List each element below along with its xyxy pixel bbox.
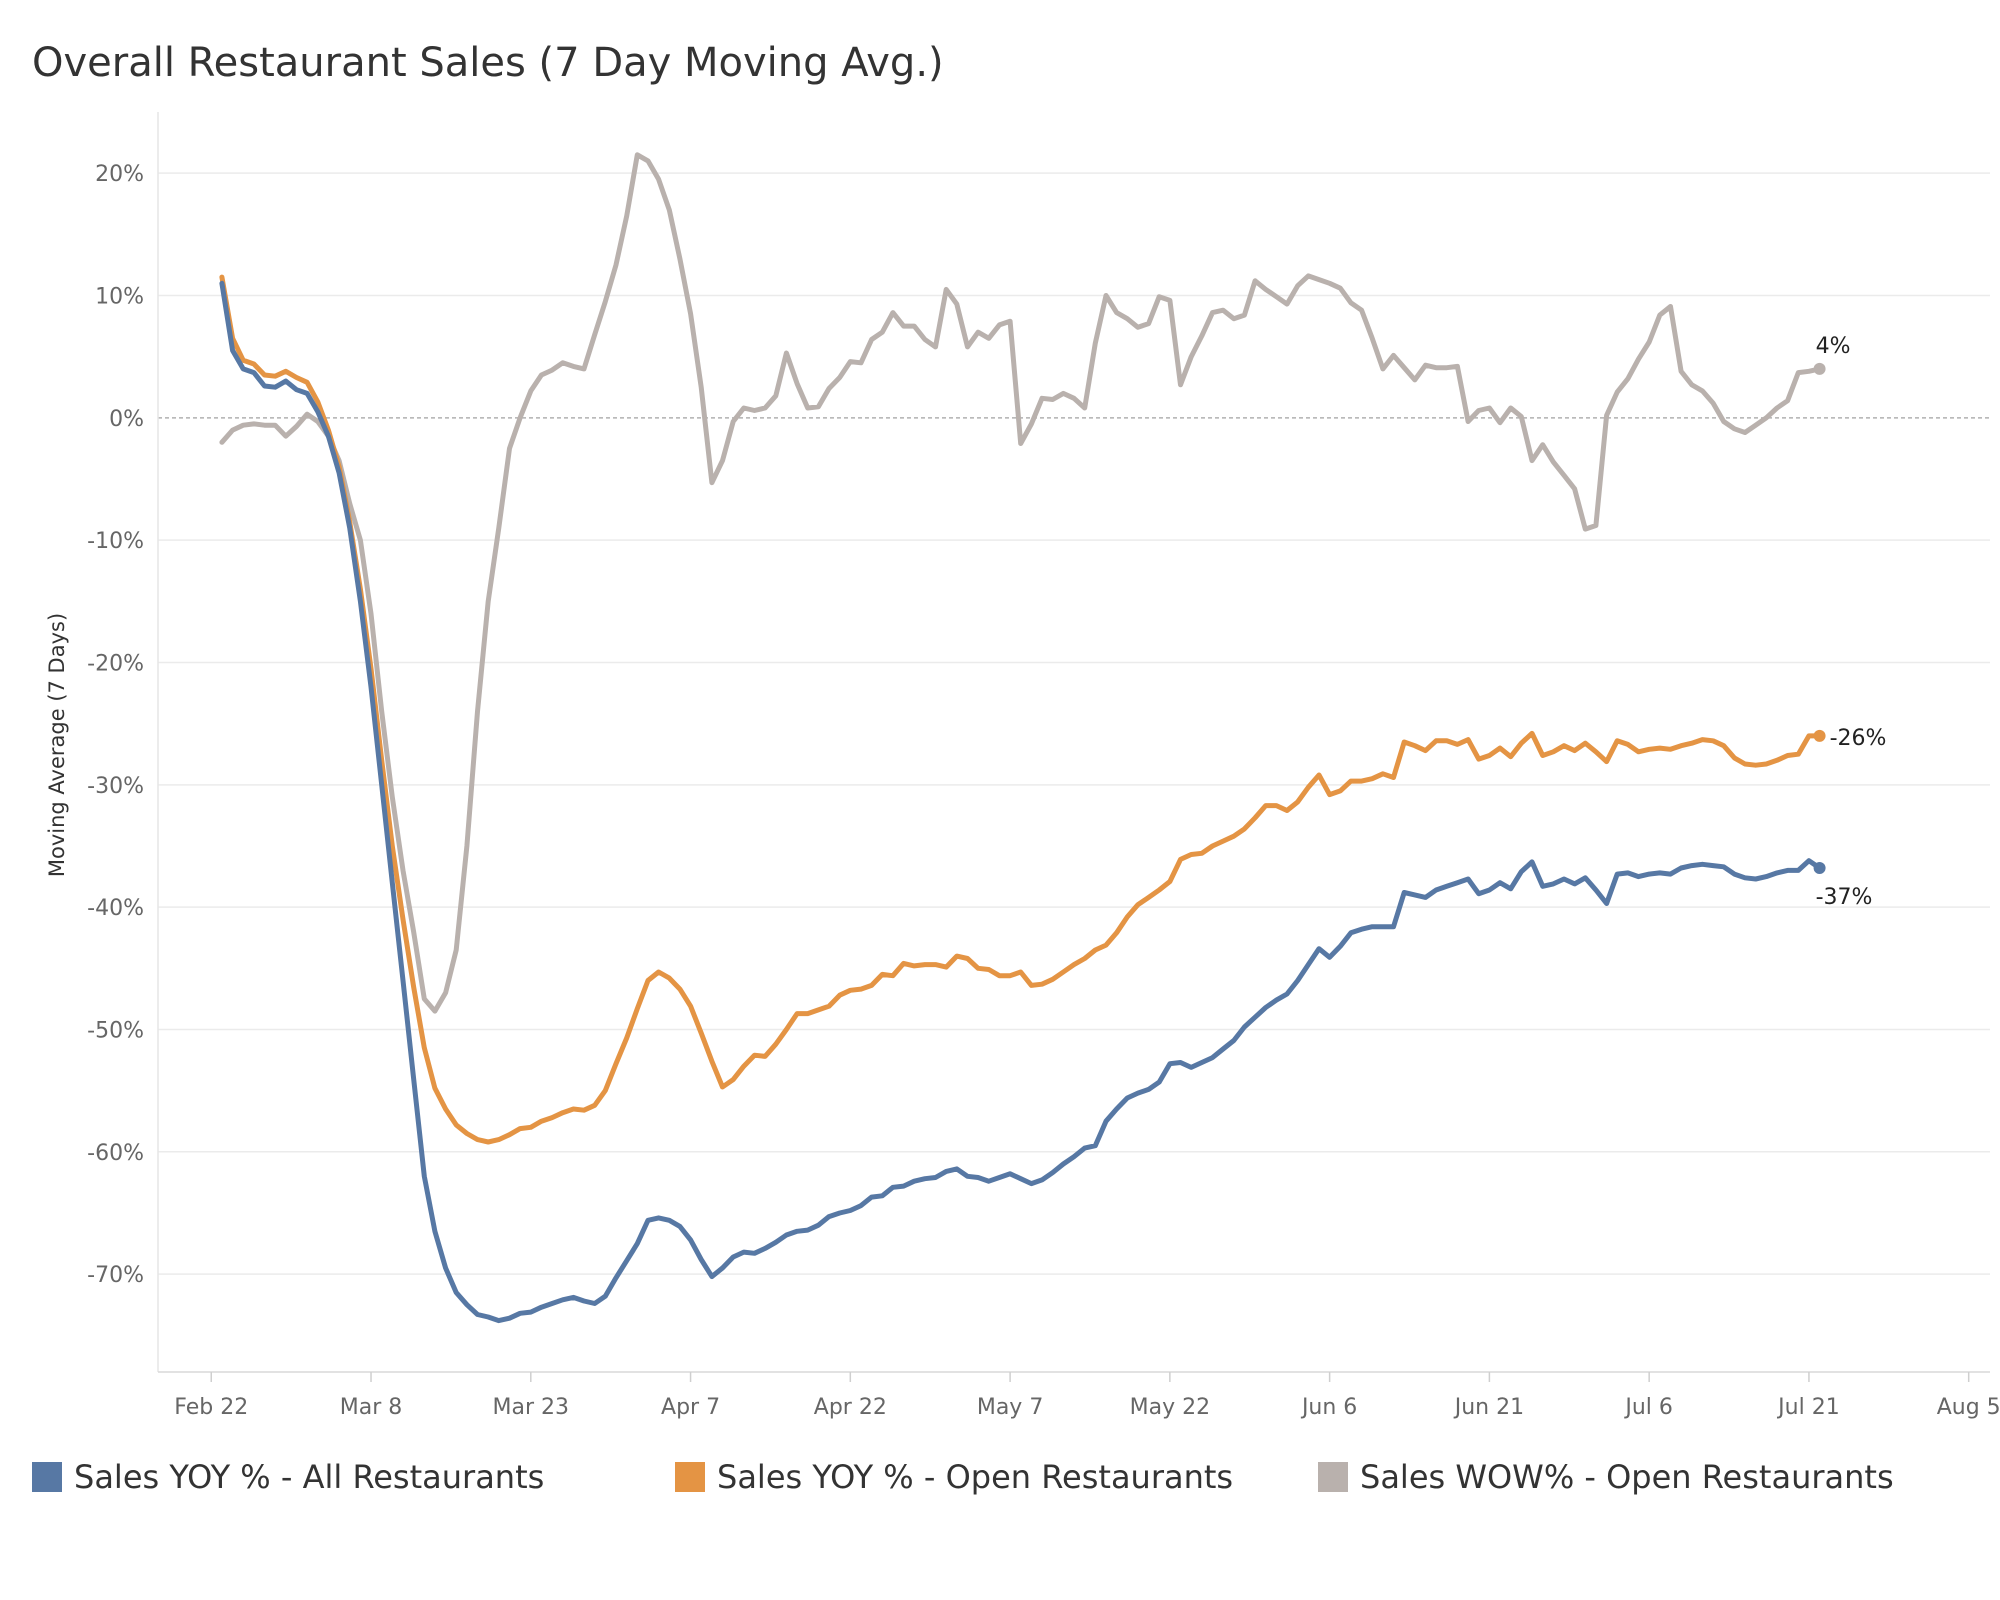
y-tick-label: 20% <box>95 162 144 187</box>
legend-item[interactable]: Sales YOY % - All Restaurants <box>32 1452 544 1502</box>
legend-label: Sales YOY % - All Restaurants <box>74 1458 545 1496</box>
legend-item[interactable]: Sales YOY % - Open Restaurants <box>675 1452 1233 1502</box>
x-tick-label: Apr 22 <box>814 1395 887 1420</box>
x-tick-label: Feb 22 <box>174 1395 248 1420</box>
chart-title: Overall Restaurant Sales (7 Day Moving A… <box>32 40 944 86</box>
x-tick-label: Jun 21 <box>1453 1395 1524 1420</box>
x-tick-label: Jul 21 <box>1776 1395 1840 1420</box>
x-tick-label: Jul 6 <box>1623 1395 1673 1420</box>
series-line <box>219 280 1823 1324</box>
series-end-label: -37% <box>1816 885 1873 910</box>
y-tick-label: -70% <box>87 1263 144 1288</box>
series-line <box>219 274 1823 1145</box>
legend-swatch <box>32 1462 62 1492</box>
x-tick-label: May 7 <box>977 1395 1043 1420</box>
y-axis-label: Moving Average (7 Days) <box>45 613 69 877</box>
series-end-point <box>1813 862 1826 874</box>
x-tick-label: Mar 23 <box>493 1395 570 1420</box>
legend-item[interactable]: Sales WOW% - Open Restaurants <box>1318 1452 1894 1502</box>
series-lines <box>219 152 1823 1324</box>
y-tick-label: -60% <box>87 1141 144 1166</box>
x-tick-label: Apr 7 <box>661 1395 720 1420</box>
series-end-label: 4% <box>1816 334 1851 359</box>
legend-swatch <box>675 1462 705 1492</box>
y-tick-label: -50% <box>87 1018 144 1043</box>
x-tick-label: Mar 8 <box>340 1395 403 1420</box>
y-tick-label: -20% <box>87 651 144 676</box>
y-tick-label: 10% <box>95 284 144 309</box>
y-tick-label: 0% <box>109 407 144 432</box>
legend-label: Sales WOW% - Open Restaurants <box>1360 1458 1894 1496</box>
legend: Sales YOY % - All Restaurants Sales YOY %… <box>32 1452 1992 1502</box>
series-end-label: -26% <box>1830 726 1887 751</box>
x-tick-label: Aug 5 <box>1937 1395 2000 1420</box>
x-tick-label: Jun 6 <box>1300 1395 1357 1420</box>
y-tick-label: -40% <box>87 896 144 921</box>
series-end-point <box>1813 729 1826 742</box>
legend-swatch <box>1318 1462 1348 1492</box>
axes: 20% 10% 0% -10% -20% -30% -40% -50% -60% -70% Feb … <box>87 112 2000 1420</box>
y-tick-label: -30% <box>87 774 144 799</box>
series-end-point <box>1813 362 1826 375</box>
series-line <box>219 152 1823 1014</box>
y-tick-label: -10% <box>87 529 144 554</box>
end-markers: -37% -26% 4% <box>1813 334 1887 910</box>
gridlines <box>158 172 1990 1275</box>
x-tick-label: May 22 <box>1130 1395 1210 1420</box>
legend-label: Sales YOY % - Open Restaurants <box>717 1458 1234 1496</box>
